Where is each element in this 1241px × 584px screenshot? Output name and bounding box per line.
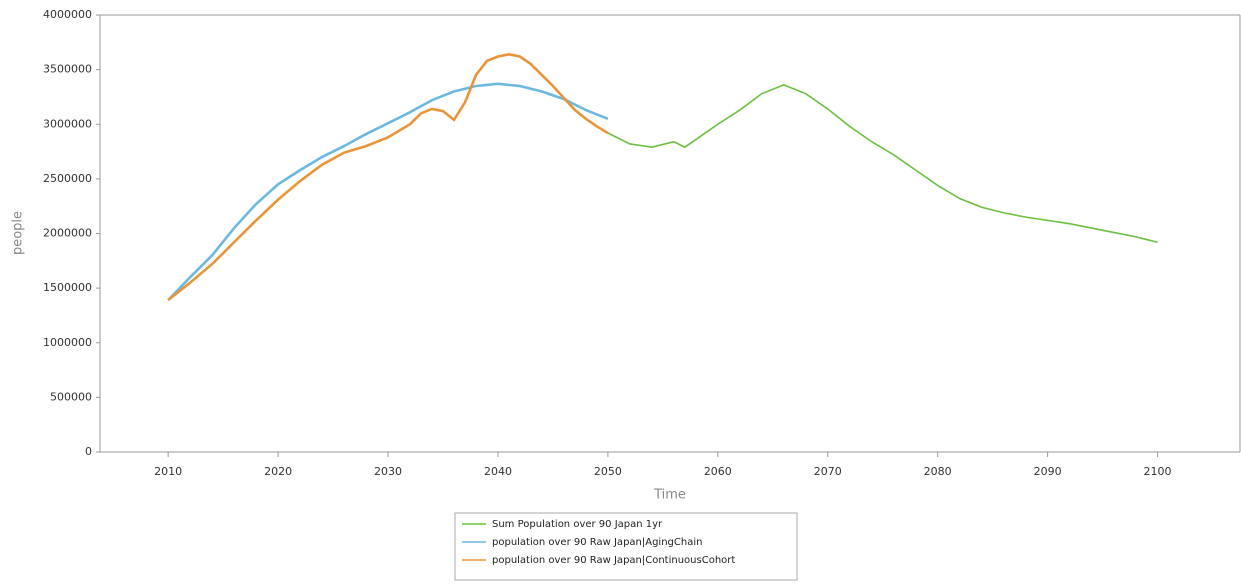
x-tick-label: 2090 xyxy=(1034,465,1062,478)
x-tick-label: 2010 xyxy=(154,465,182,478)
x-tick-label: 2050 xyxy=(594,465,622,478)
x-tick-label: 2030 xyxy=(374,465,402,478)
x-tick-label: 2060 xyxy=(704,465,732,478)
legend-box xyxy=(454,512,798,581)
y-tick-label: 1500000 xyxy=(43,281,92,294)
y-axis-label: people xyxy=(11,211,26,255)
series-line xyxy=(607,84,1158,244)
x-axis-label: Time xyxy=(653,488,686,503)
y-tick-label: 500000 xyxy=(50,390,92,403)
y-tick-label: 3500000 xyxy=(43,63,92,76)
y-tick-label: 0 xyxy=(85,445,92,458)
x-tick-label: 2100 xyxy=(1144,465,1172,478)
legend-label: population over 90 Raw Japan|ContinuousC… xyxy=(492,555,735,566)
y-tick-label: 2000000 xyxy=(43,227,92,240)
y-tick-label: 1000000 xyxy=(43,336,92,349)
legend-label: Sum Population over 90 Japan 1yr xyxy=(492,519,663,530)
y-tick-label: 4000000 xyxy=(43,8,92,21)
x-tick-label: 2070 xyxy=(814,465,842,478)
y-tick-label: 3000000 xyxy=(43,117,92,130)
y-tick-label: 2500000 xyxy=(43,172,92,185)
x-tick-label: 2080 xyxy=(924,465,952,478)
series-line xyxy=(167,53,609,302)
x-tick-label: 2020 xyxy=(264,465,292,478)
legend-label: population over 90 Raw Japan|AgingChain xyxy=(492,537,702,548)
x-tick-label: 2040 xyxy=(484,465,512,478)
series-line xyxy=(167,82,609,302)
